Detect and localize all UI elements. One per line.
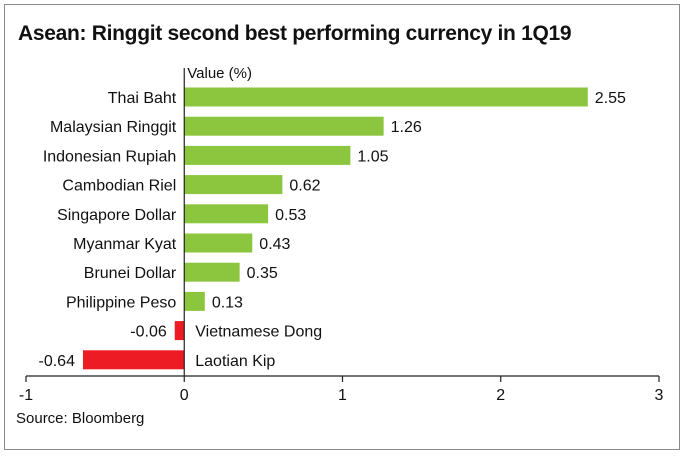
bar	[184, 87, 588, 107]
bar	[184, 233, 253, 253]
category-label: Thai Baht	[108, 90, 177, 107]
category-label: Philippine Peso	[66, 294, 176, 311]
data-label: 1.05	[357, 148, 388, 165]
category-label: Indonesian Rupiah	[43, 148, 176, 165]
category-label: Singapore Dollar	[57, 207, 177, 224]
data-label: 0.62	[289, 178, 320, 195]
category-label: Myanmar Kyat	[73, 236, 177, 253]
bar	[184, 204, 269, 224]
category-label: Vietnamese Dong	[195, 324, 322, 341]
bar	[184, 116, 384, 136]
category-label: Malaysian Ringgit	[50, 119, 177, 136]
x-tick-label: -1	[19, 387, 33, 404]
category-label: Brunei Dollar	[84, 265, 177, 282]
x-tick-label: 1	[338, 387, 347, 404]
data-label: -0.64	[39, 353, 76, 370]
bar	[184, 291, 205, 311]
x-tick-label: 3	[655, 387, 664, 404]
category-label: Laotian Kip	[195, 353, 275, 370]
data-label: 0.13	[212, 294, 243, 311]
chart-title: Asean: Ringgit second best performing cu…	[18, 22, 572, 45]
x-tick-label: 2	[496, 387, 505, 404]
bar	[174, 321, 185, 341]
x-tick-label: 0	[180, 387, 189, 404]
data-label: 2.55	[595, 90, 626, 107]
data-label: 0.53	[275, 207, 306, 224]
category-label: Cambodian Riel	[62, 178, 176, 195]
source-note: Source: Bloomberg	[16, 410, 145, 427]
bar	[82, 350, 185, 370]
bar	[184, 175, 283, 195]
data-label: -0.06	[130, 324, 167, 341]
data-label: 1.26	[391, 119, 422, 136]
bar	[184, 262, 240, 282]
data-label: 0.43	[259, 236, 290, 253]
data-label: 0.35	[247, 265, 278, 282]
bar	[184, 145, 351, 165]
x-axis-label: Value (%)	[187, 65, 252, 82]
